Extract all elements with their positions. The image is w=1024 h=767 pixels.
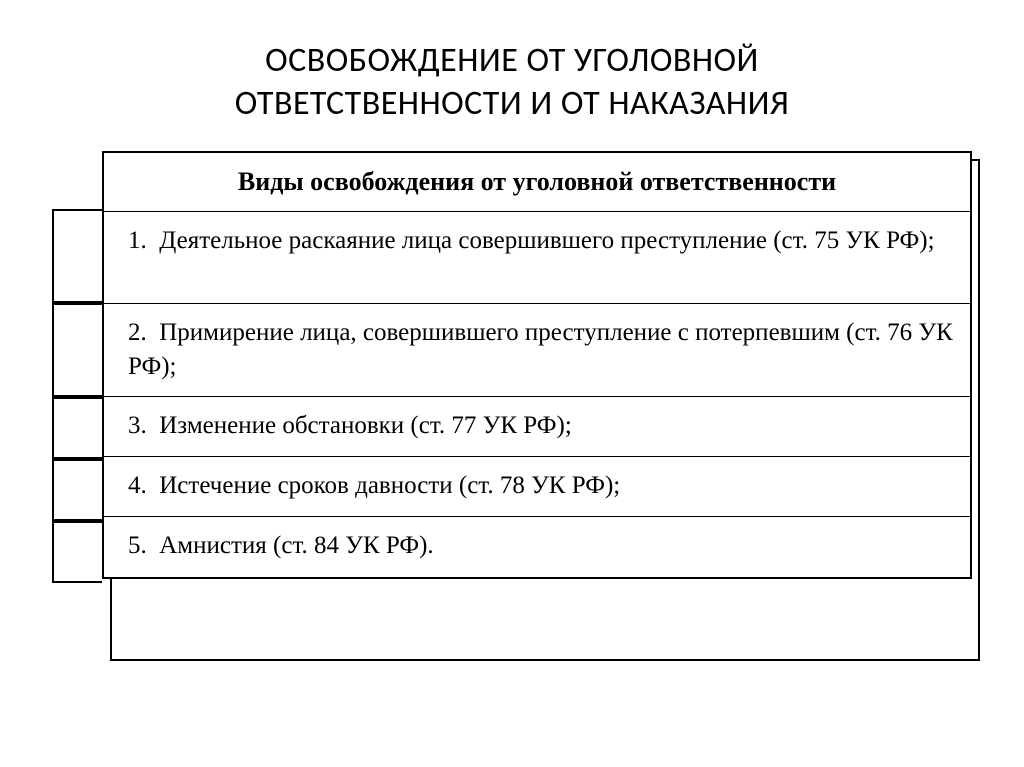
table-row: 2. Примирение лица, совершившего преступ… bbox=[104, 304, 970, 397]
table-row: 5. Амнистия (ст. 84 УК РФ). bbox=[104, 517, 970, 577]
row-body: Изменение обстановки (ст. 77 УК РФ); bbox=[159, 412, 572, 439]
row-num: 3. bbox=[128, 412, 147, 439]
row-text-3: 3. Изменение обстановки (ст. 77 УК РФ); bbox=[104, 397, 970, 456]
left-stub-4 bbox=[52, 459, 102, 521]
left-stub-5 bbox=[52, 521, 102, 583]
row-num: 2. bbox=[128, 319, 147, 346]
row-text-4: 4. Истечение сроков давности (ст. 78 УК … bbox=[104, 457, 970, 516]
row-body: Истечение сроков давности (ст. 78 УК РФ)… bbox=[159, 472, 620, 499]
table-row: 4. Истечение сроков давности (ст. 78 УК … bbox=[104, 457, 970, 517]
row-num: 4. bbox=[128, 472, 147, 499]
row-num: 5. bbox=[128, 532, 147, 559]
table-header: Виды освобождения от уголовной ответстве… bbox=[104, 153, 970, 212]
row-body: Амнистия (ст. 84 УК РФ). bbox=[159, 532, 433, 559]
row-text-5: 5. Амнистия (ст. 84 УК РФ). bbox=[104, 517, 970, 577]
slide: ОСВОБОЖДЕНИЕ ОТ УГОЛОВНОЙ ОТВЕТСТВЕННОСТ… bbox=[0, 0, 1024, 767]
row-num: 1. bbox=[128, 227, 147, 254]
diagram: Виды освобождения от уголовной ответстве… bbox=[52, 151, 972, 579]
row-text-1: 1. Деятельное раскаяние лица совершившег… bbox=[104, 212, 970, 303]
row-text-2: 2. Примирение лица, совершившего преступ… bbox=[104, 304, 970, 396]
title-line-1: ОСВОБОЖДЕНИЕ ОТ УГОЛОВНОЙ bbox=[265, 40, 759, 81]
table-row: 1. Деятельное раскаяние лица совершившег… bbox=[104, 212, 970, 304]
title-line-2: ОТВЕТСТВЕННОСТИ И ОТ НАКАЗАНИЯ bbox=[235, 83, 790, 124]
left-stub-3 bbox=[52, 397, 102, 459]
left-stub-1 bbox=[52, 209, 102, 303]
page-title: ОСВОБОЖДЕНИЕ ОТ УГОЛОВНОЙ ОТВЕТСТВЕННОСТ… bbox=[50, 40, 974, 125]
table-row: 3. Изменение обстановки (ст. 77 УК РФ); bbox=[104, 397, 970, 457]
row-body: Деятельное раскаяние лица совершившего п… bbox=[159, 227, 934, 254]
left-stub-2 bbox=[52, 303, 102, 397]
row-body: Примирение лица, совершившего преступлен… bbox=[128, 319, 953, 380]
main-table: Виды освобождения от уголовной ответстве… bbox=[102, 151, 972, 579]
